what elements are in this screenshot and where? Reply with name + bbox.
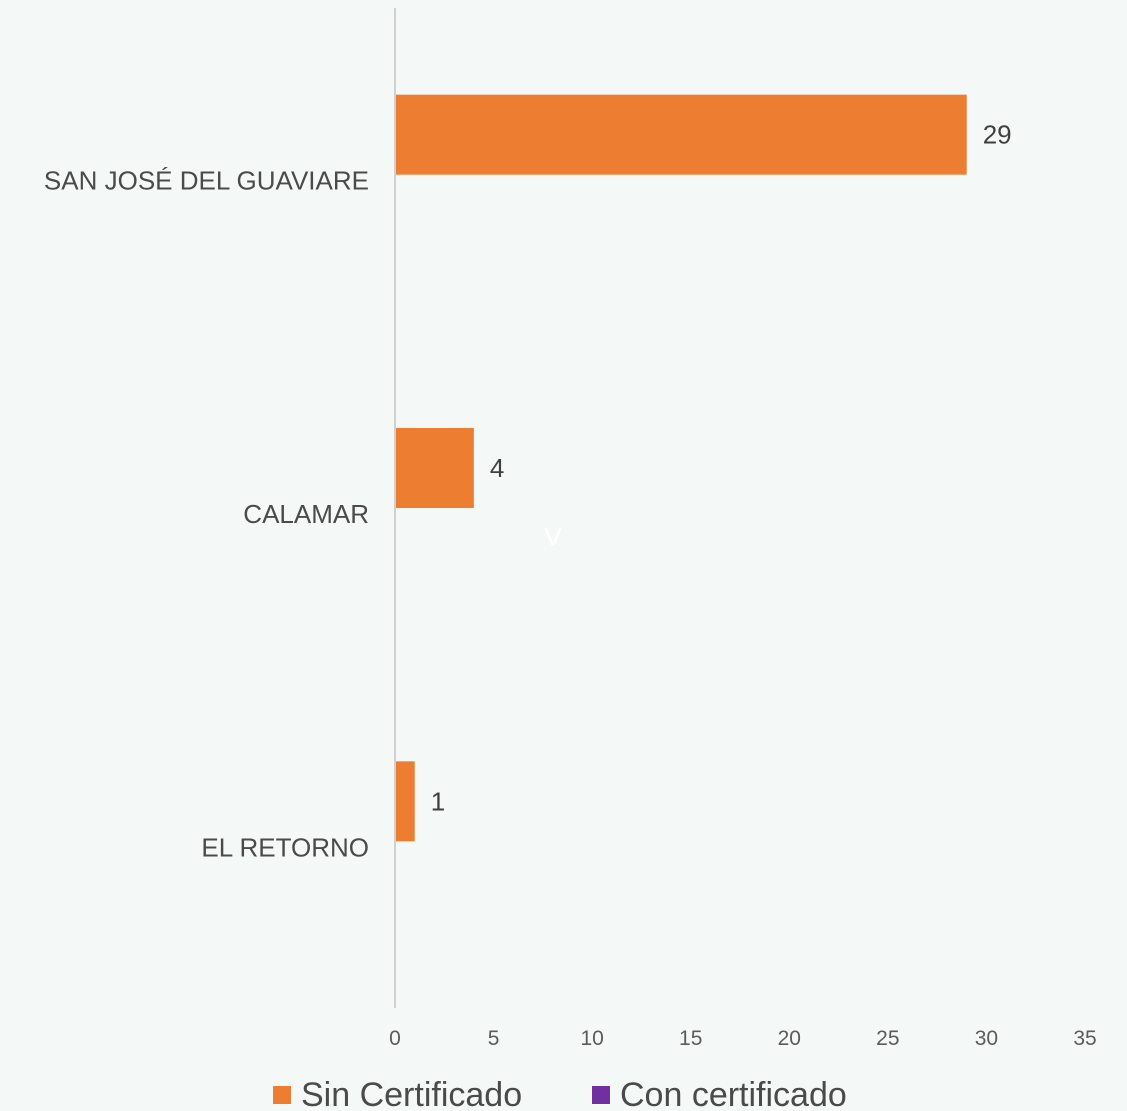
category-label: SAN JOSÉ DEL GUAVIARE [44, 166, 369, 196]
legend-label: Con certificado [620, 1076, 847, 1111]
x-tick-label: 0 [389, 1027, 401, 1050]
data-label: 4 [490, 453, 504, 483]
labels-layer: 29 SAN JOSÉ DEL GUAVIARE 4 CALAMAR 1 EL RETOR… [44, 120, 1012, 863]
legend-swatch [273, 1086, 291, 1104]
legend-label: Sin Certificado [301, 1076, 522, 1111]
x-tick-label: 15 [679, 1027, 702, 1050]
category-label: EL RETORNO [201, 832, 369, 862]
bar-el-retorno [395, 761, 415, 842]
legend-swatch [592, 1086, 610, 1104]
stray-text: V [544, 522, 562, 552]
data-label: 1 [431, 786, 445, 816]
x-tick-label: 30 [975, 1027, 998, 1050]
bar-san-jos-del-guaviare [395, 94, 967, 175]
data-label: 29 [983, 120, 1012, 150]
x-tick-label: 25 [876, 1027, 899, 1050]
x-axis-ticks: 0 5 10 15 20 25 30 35 [389, 1027, 1097, 1050]
x-tick-label: 35 [1073, 1027, 1096, 1050]
x-tick-label: 5 [488, 1027, 500, 1050]
x-tick-label: 10 [580, 1027, 603, 1050]
legend: Sin Certificado Con certificado [273, 1076, 847, 1111]
category-label: CALAMAR [243, 499, 369, 529]
bar-calamar [395, 428, 474, 508]
x-tick-label: 20 [778, 1027, 801, 1050]
bars-layer [395, 94, 967, 842]
